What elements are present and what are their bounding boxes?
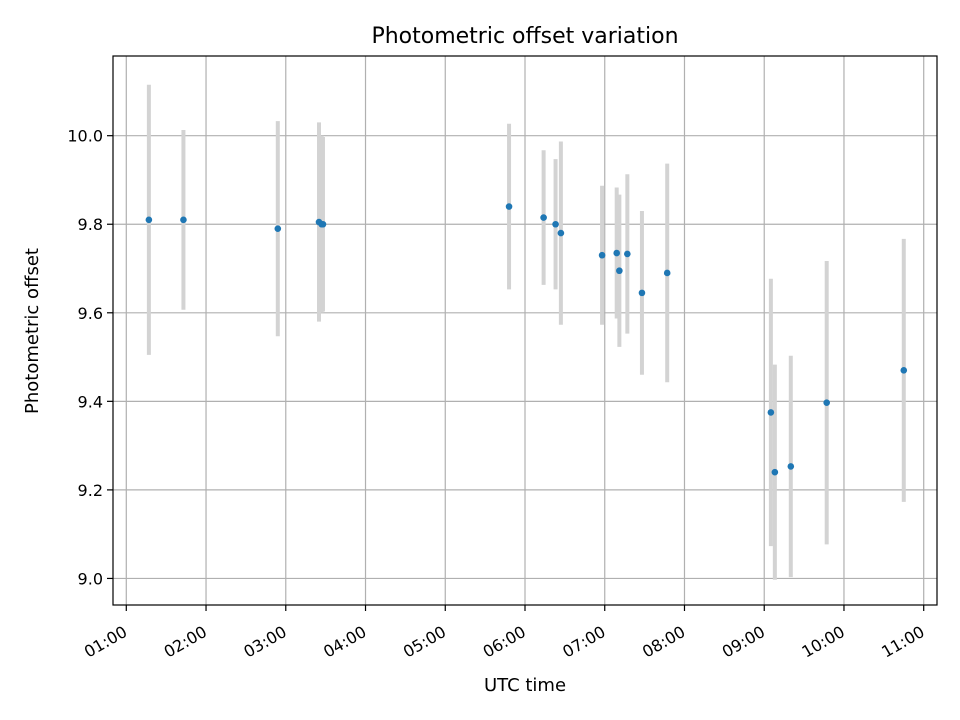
- y-tick-label: 9.8: [78, 215, 103, 234]
- data-point: [552, 220, 559, 228]
- data-point: [663, 269, 671, 277]
- data-point: [145, 216, 153, 224]
- x-axis-label: UTC time: [484, 675, 566, 696]
- data-point: [900, 367, 908, 374]
- y-tick-label: 9.0: [78, 569, 103, 588]
- y-tick-label: 9.4: [78, 392, 103, 411]
- grid: [113, 56, 937, 605]
- y-tick-label: 10.0: [67, 127, 103, 146]
- data-point: [613, 249, 621, 257]
- y-tick-label: 9.2: [78, 481, 103, 500]
- data-point: [771, 468, 779, 476]
- data-point: [638, 289, 646, 297]
- data-point: [767, 409, 775, 416]
- data-point: [823, 399, 830, 406]
- data-point: [505, 203, 513, 210]
- y-tick-label: 9.6: [78, 304, 103, 323]
- y-axis-label: Photometric offset: [22, 248, 43, 414]
- data-point: [616, 267, 623, 275]
- y-axis: 9.0 9.2 9.4 9.6 9.8 10.0: [67, 127, 113, 588]
- data-point: [624, 250, 631, 258]
- data-point: [274, 225, 282, 232]
- data-points: [145, 203, 908, 476]
- data-point: [557, 229, 565, 237]
- data-point: [787, 463, 795, 470]
- chart-title: Photometric offset variation: [371, 24, 678, 49]
- data-point: [180, 216, 187, 224]
- data-point: [319, 220, 327, 228]
- data-point: [598, 251, 606, 259]
- data-point: [540, 214, 547, 221]
